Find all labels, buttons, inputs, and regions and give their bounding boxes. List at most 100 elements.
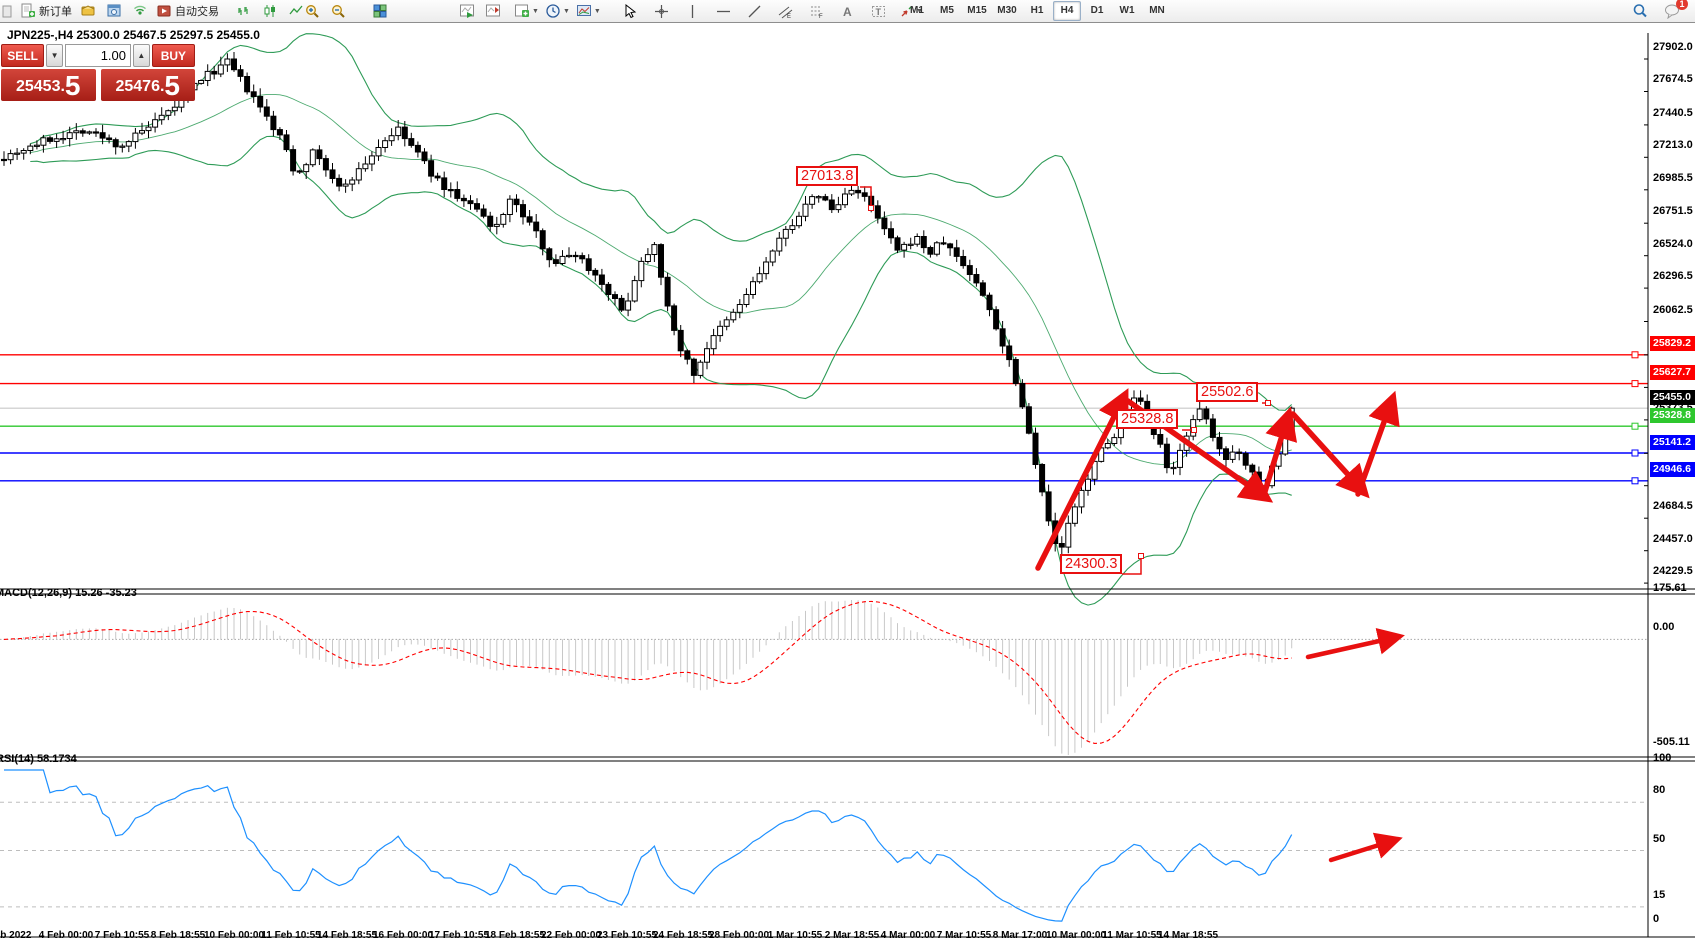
hline-price-label[interactable]: 25829.2 (1650, 336, 1695, 351)
arrows-dropdown[interactable]: ▼ (897, 1, 925, 21)
price-annotation[interactable]: 27013.8 (796, 166, 859, 186)
volume-decrease-button[interactable]: ▼ (46, 44, 63, 67)
time-axis-label: 23 Feb 10:55 (596, 930, 658, 941)
signals-icon (134, 5, 146, 15)
buy-price-pip: 5 (164, 70, 180, 101)
signals-button[interactable] (128, 1, 152, 21)
timeframe-button-mn[interactable]: MN (1149, 5, 1165, 16)
price-annotation[interactable]: 25328.8 (1116, 409, 1179, 429)
hline-price-label[interactable]: 25627.7 (1650, 365, 1695, 380)
macd-axis-max: 175.61 (1653, 582, 1687, 594)
new-order-icon (21, 3, 35, 18)
auto-scroll-button[interactable] (455, 1, 479, 21)
time-axis-label: 22 Feb 00:00 (540, 930, 602, 941)
rsi-axis-tick: 0 (1653, 913, 1660, 925)
rsi-axis-tick: 15 (1653, 889, 1666, 901)
svg-text:A: A (843, 5, 852, 19)
new-order-button[interactable]: 新订单 (18, 1, 74, 21)
svg-text:E: E (787, 14, 791, 19)
price-annotation[interactable]: 25502.6 (1196, 382, 1259, 402)
crosshair-button[interactable] (649, 1, 673, 21)
svg-text:F: F (819, 14, 823, 19)
chart-canvas[interactable] (0, 22, 1695, 947)
candle-chart-button[interactable] (258, 1, 282, 21)
chevron-down-icon: ▼ (532, 7, 539, 15)
price-axis-tick: 27213.0 (1653, 139, 1693, 151)
macd-axis-min: -505.11 (1653, 736, 1690, 748)
chat-button[interactable]: 1 (1660, 0, 1688, 21)
hline-price-label[interactable]: 25328.8 (1650, 408, 1695, 423)
price-axis-tick: 26751.5 (1653, 205, 1693, 217)
macd-indicator-label: MACD(12,26,9) 15.26 -35.23 (0, 587, 137, 599)
text-button[interactable]: A (835, 1, 859, 21)
sell-price-main: 25453. (15, 78, 65, 95)
buy-price[interactable]: 25476. 5 (100, 69, 195, 101)
chat-badge: 1 (1676, 0, 1688, 10)
time-axis-label: 7 Feb 10:55 (94, 930, 150, 941)
time-axis-label: 2 Mar 18:55 (824, 930, 880, 941)
autotrade-button[interactable]: 自动交易 (154, 1, 221, 21)
bar-chart-button[interactable] (232, 1, 256, 21)
one-click-trading-panel: SELL ▼ ▲ BUY 25453.5 25476.5 (1, 44, 195, 101)
vertical-line-button[interactable] (680, 1, 704, 21)
chart-shift-button[interactable] (481, 1, 505, 21)
new-chart-dropdown[interactable]: ▼ (512, 1, 541, 21)
tile-windows-button[interactable] (368, 1, 392, 21)
svg-text:T: T (875, 7, 881, 17)
current-price-label: 25455.0 (1650, 390, 1695, 405)
time-axis-label: 14 Feb 18:55 (316, 930, 378, 941)
time-axis-label: 28 Feb 00:00 (708, 930, 770, 941)
fibonacci-button[interactable]: F (804, 1, 828, 21)
timeframe-button-h1[interactable]: H1 (1030, 5, 1044, 16)
hline-price-label[interactable]: 24946.6 (1650, 462, 1695, 477)
timeframe-button-m30[interactable]: M30 (997, 5, 1017, 16)
periods-dropdown[interactable]: ▼ (543, 1, 572, 21)
timeframe-button-m15[interactable]: M15 (967, 5, 987, 16)
time-axis-label: 14 Mar 18:55 (1157, 930, 1219, 941)
price-axis-tick: 27674.5 (1653, 73, 1693, 85)
price-axis-tick: 26062.5 (1653, 304, 1693, 316)
timeframe-button-w1[interactable]: W1 (1119, 5, 1135, 16)
time-axis-label: 4 Feb 00:00 (38, 930, 94, 941)
timeframe-button-h4[interactable]: H4 (1053, 1, 1081, 21)
channel-button[interactable]: E (773, 1, 797, 21)
price-annotation[interactable]: 24300.3 (1060, 554, 1123, 574)
time-axis-label: 16 Feb 00:00 (372, 930, 434, 941)
volume-input[interactable] (65, 44, 131, 67)
price-axis-tick: 27440.5 (1653, 107, 1693, 119)
time-axis-label: 4 Mar 00:00 (880, 930, 936, 941)
timeframe-button-m5[interactable]: M5 (940, 5, 954, 16)
hline-price-label[interactable]: 25141.2 (1650, 435, 1695, 450)
cut-off-icon (0, 1, 16, 21)
time-axis-label: 18 Feb 18:55 (484, 930, 546, 941)
time-axis-label: 24 Feb 18:55 (652, 930, 714, 941)
template-dropdown[interactable]: ▼ (574, 1, 603, 21)
rsi-axis-tick: 100 (1653, 752, 1672, 764)
text-label-button[interactable]: T (866, 1, 890, 21)
trendline-button[interactable] (742, 1, 766, 21)
price-axis-tick: 26296.5 (1653, 270, 1693, 282)
time-axis-label: 8 Feb 18:55 (150, 930, 206, 941)
data-window-button[interactable] (102, 1, 126, 21)
sell-button[interactable]: SELL (1, 44, 45, 67)
volume-increase-button[interactable]: ▲ (133, 44, 150, 67)
sell-price[interactable]: 25453. 5 (1, 69, 96, 101)
cursor-button[interactable] (618, 1, 642, 21)
search-button[interactable] (1628, 1, 1652, 21)
buy-button[interactable]: BUY (151, 44, 195, 67)
zoom-in-button[interactable] (300, 1, 324, 21)
line-chart-button[interactable] (284, 1, 308, 21)
zoom-out-button[interactable] (326, 1, 350, 21)
market-watch-button[interactable] (76, 1, 100, 21)
time-axis-label: Feb 2022 (0, 930, 32, 941)
price-axis-tick: 24457.0 (1653, 533, 1693, 545)
toolbar-group-zoom (300, 0, 392, 22)
price-axis-tick: 26524.0 (1653, 238, 1693, 250)
timeframe-button-d1[interactable]: D1 (1090, 5, 1104, 16)
chevron-down-icon: ▼ (593, 7, 601, 15)
rsi-indicator-label: RSI(14) 58.1734 (0, 753, 77, 765)
horizontal-line-button[interactable] (711, 1, 735, 21)
toolbar-group-drawing: E F A T ▼ (618, 0, 925, 22)
timeframe-button-m1[interactable]: M1 (910, 5, 924, 16)
